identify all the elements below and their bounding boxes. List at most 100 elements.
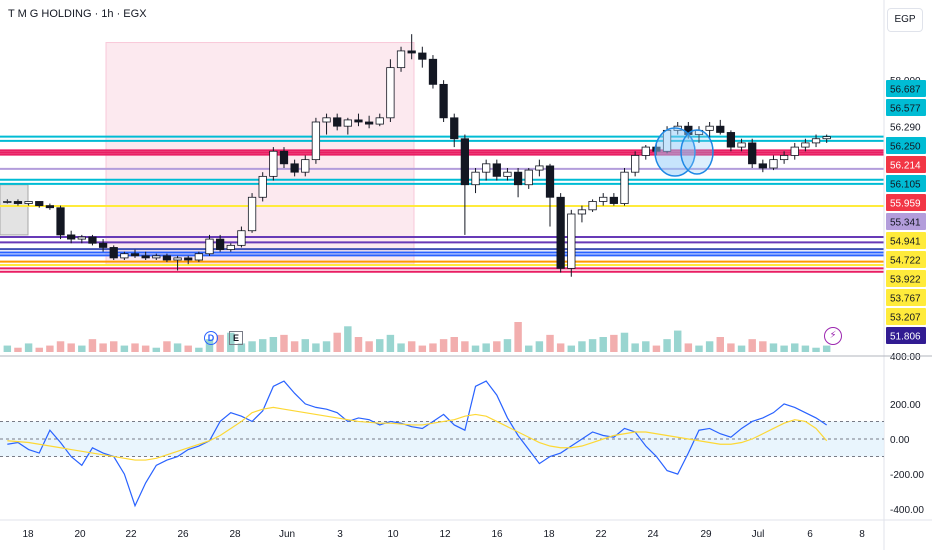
- candle-body: [418, 52, 427, 60]
- candle-body: [748, 142, 757, 165]
- time-tick-label: Jun: [279, 529, 295, 540]
- candle-body: [45, 205, 55, 209]
- volume-bar: [290, 341, 299, 352]
- price-tag-label: 56.250: [890, 142, 921, 153]
- time-tick-label: 3: [337, 529, 343, 540]
- candle-body: [301, 159, 310, 173]
- volume-bar: [748, 339, 756, 352]
- candle-body: [130, 253, 140, 257]
- volume-bar: [450, 337, 458, 352]
- candle-body: [88, 236, 97, 244]
- price-tag-bg: [886, 289, 926, 306]
- volume-bar: [312, 343, 320, 352]
- price-tag-label: 54.722: [890, 256, 921, 267]
- candle-body: [524, 169, 533, 186]
- volume-bar: [642, 341, 650, 352]
- candle-body: [758, 163, 767, 169]
- candle-body: [450, 117, 459, 140]
- annotation-ellipse: [680, 129, 714, 175]
- time-tick-label: 28: [229, 529, 241, 540]
- volume-bar: [418, 345, 427, 352]
- volume-bar: [716, 337, 724, 352]
- candle-body: [24, 201, 33, 204]
- volume-bar: [216, 334, 224, 352]
- price-tag-label: 53.207: [890, 313, 921, 324]
- volume-bar: [205, 339, 214, 352]
- candle-body: [3, 201, 12, 203]
- volume-bar: [727, 343, 735, 352]
- candle-body: [439, 83, 448, 119]
- time-tick-label: 6: [807, 529, 813, 540]
- time-tick-label: Jul: [752, 529, 765, 540]
- price-tag-label: 56.290: [890, 123, 921, 134]
- volume-bar: [184, 345, 192, 352]
- earnings-event-icon[interactable]: E: [229, 331, 243, 345]
- price-tag-label: 53.922: [890, 275, 921, 286]
- candle-body: [790, 146, 799, 156]
- time-tick-label: 16: [491, 529, 503, 540]
- price-tag-label: 51.806: [890, 332, 921, 343]
- candle-body: [162, 255, 172, 261]
- volume-bar: [397, 343, 405, 352]
- currency-button[interactable]: EGP: [887, 8, 923, 32]
- price-tag-bg: [886, 270, 926, 287]
- oscillator-signal-line: [7, 406, 828, 461]
- dividend-event-icon[interactable]: D: [204, 331, 218, 345]
- volume-bar: [684, 343, 693, 352]
- price-tag-label: 54.941: [890, 237, 921, 248]
- volume-bar: [195, 347, 203, 352]
- candle-body: [247, 196, 257, 232]
- volume-bar: [120, 345, 129, 352]
- volume-bar: [705, 341, 714, 352]
- price-tag-bg: [886, 308, 926, 325]
- volume-bar: [301, 339, 309, 352]
- oscillator-tick-label: 200.00: [890, 400, 921, 411]
- volume-tick-label: 400.00: [890, 352, 921, 363]
- volume-bar: [620, 332, 629, 352]
- flash-event-icon[interactable]: ⚡: [824, 327, 842, 345]
- time-tick-label: 18: [543, 529, 555, 540]
- candle-body: [194, 253, 203, 261]
- candle-body: [205, 238, 214, 255]
- volume-bar: [88, 339, 97, 352]
- volume-bar: [546, 334, 554, 352]
- annotation-ellipse: [654, 127, 696, 177]
- volume-bar: [599, 337, 607, 352]
- candle-body: [109, 247, 118, 259]
- candle-body: [811, 138, 821, 144]
- candle-body: [141, 255, 150, 259]
- candle-body: [364, 121, 374, 125]
- volume-bar: [567, 345, 576, 352]
- volume-bar: [737, 345, 746, 352]
- candle-body: [737, 142, 746, 148]
- volume-bar: [258, 339, 267, 352]
- candle-body: [769, 159, 778, 169]
- price-tag-label: 56.577: [890, 104, 921, 115]
- volume-bar: [333, 332, 341, 352]
- time-tick-label: 10: [387, 529, 399, 540]
- time-tick-label: 12: [439, 529, 451, 540]
- candle-body: [726, 132, 736, 148]
- symbol-title[interactable]: T M G HOLDING · 1h · EGX: [8, 8, 147, 20]
- candle-body: [98, 242, 108, 248]
- time-tick-label: 8: [859, 529, 865, 540]
- time-tick-label: 20: [74, 529, 86, 540]
- volume-bar: [780, 345, 788, 352]
- candle-body: [269, 150, 278, 177]
- volume-bar: [24, 343, 33, 352]
- candle-body: [620, 171, 629, 204]
- price-tag-bg: [886, 156, 926, 173]
- volume-bar: [354, 337, 363, 352]
- volume-bar: [56, 341, 65, 352]
- volume-bar: [695, 345, 703, 352]
- price-tag-bg: [886, 175, 926, 192]
- volume-bar: [110, 341, 118, 352]
- volume-bar: [386, 334, 395, 352]
- candle-body: [77, 236, 86, 240]
- candle-body: [535, 165, 544, 171]
- price-tag-label: 55.341: [890, 218, 921, 229]
- price-tag-label: 55.959: [890, 199, 921, 210]
- candle-body: [513, 171, 523, 186]
- volume-bar: [791, 343, 799, 352]
